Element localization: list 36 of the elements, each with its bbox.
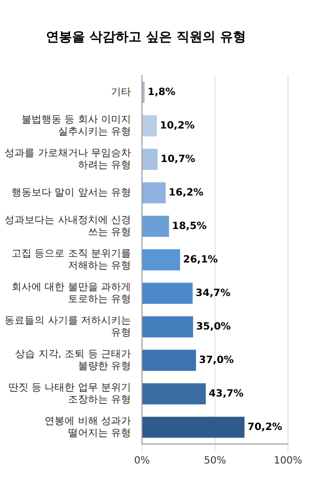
bar — [142, 350, 196, 371]
y-tick-label: 고집 등으로 조직 분위기를 저해하는 유형 — [11, 248, 131, 272]
y-tick-label: 성과를 가로채거나 무임승차 하려는 유형 — [4, 148, 131, 171]
y-tick-label: 회사에 대한 불만을 과하게 토로하는 유형 — [11, 282, 131, 305]
bar — [142, 416, 244, 438]
data-label: 10,2% — [160, 120, 195, 132]
bar — [142, 316, 194, 338]
data-label: 35,0% — [196, 321, 231, 332]
data-label: 16,2% — [168, 187, 204, 198]
x-tick-label: 100% — [274, 456, 302, 467]
bar — [142, 182, 166, 204]
data-label: 18,5% — [172, 220, 207, 232]
data-label: 10,7% — [160, 154, 196, 165]
data-label: 34,7% — [196, 288, 230, 299]
data-label: 26,1% — [183, 254, 218, 266]
y-tick-label: 불법행동 등 회사 이미지 실추시키는 유형 — [21, 114, 131, 138]
bar — [142, 249, 180, 270]
data-label: 70,2% — [247, 422, 282, 433]
bar — [142, 148, 158, 170]
data-label: 1,8% — [148, 86, 176, 98]
x-tick-label: 50% — [204, 456, 226, 467]
x-tick-label: 0% — [134, 456, 150, 467]
data-label: 43,7% — [208, 388, 244, 400]
y-tick-label: 기타 — [111, 86, 131, 98]
y-tick-label: 연봉에 비해 성과가 떨어지는 유형 — [44, 416, 131, 439]
y-tick-label: 딴짓 등 나태한 업무 분위기 조장하는 유형 — [8, 382, 131, 406]
data-label: 37,0% — [199, 354, 234, 366]
chart-title: 연봉을 삭감하고 싶은 직원의 유형 — [46, 30, 246, 46]
bar — [142, 383, 206, 404]
bar — [142, 115, 157, 136]
bar — [142, 282, 193, 304]
y-tick-label: 성과보다는 사내정치에 신경 쓰는 유형 — [4, 214, 131, 238]
y-tick-label: 행동보다 말이 앞서는 유형 — [11, 187, 131, 198]
y-tick-label: 상습 지각, 조퇴 등 근태가 불량한 유형 — [15, 348, 131, 372]
y-tick-label: 동료들의 사기를 저하시키는 유형 — [4, 315, 131, 338]
bar — [142, 216, 170, 237]
